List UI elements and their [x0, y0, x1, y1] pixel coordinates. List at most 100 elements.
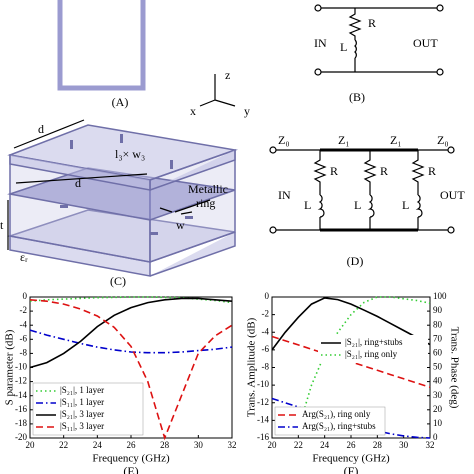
x-axis-label: Frequency (GHz) — [312, 453, 390, 465]
legend-box — [318, 335, 428, 363]
y-tick-label: -2 — [262, 309, 270, 319]
y-tick-label: -8 — [20, 347, 28, 357]
y-axis-label: Trans. Amplitude (dB) — [246, 317, 258, 417]
output-label: OUT — [440, 188, 465, 202]
dimension-label: w — [176, 218, 185, 232]
x-tick-label: 24 — [320, 440, 330, 450]
x-tick-label: 20 — [268, 440, 278, 450]
ring-label: Metallic — [188, 182, 228, 196]
y-tick-label: -16 — [15, 404, 27, 414]
axis-label: y — [244, 104, 250, 118]
y-tick-label: -14 — [15, 390, 27, 400]
y-tick-label: -10 — [257, 379, 269, 389]
axis-label: x — [190, 104, 196, 118]
panel-label: (E) — [123, 464, 138, 474]
legend-label: |S₂₁|, ring only — [345, 349, 398, 359]
inductor-label: L — [304, 198, 311, 212]
impedance-label: Z₁ — [338, 133, 350, 147]
y2-axis-label: Trans. Phase (deg) — [448, 327, 460, 409]
x-tick-label: 32 — [228, 440, 237, 450]
y-tick-label: -4 — [20, 319, 28, 329]
y-tick-label: -6 — [262, 344, 270, 354]
y-tick-label: -14 — [257, 414, 269, 424]
x-tick-label: 28 — [373, 440, 383, 450]
y-tick-label: -2 — [20, 305, 28, 315]
input-label: IN — [278, 188, 291, 202]
x-tick-label: 26 — [347, 440, 357, 450]
legend-label: Arg(S₂₁), ring+stubs — [302, 421, 376, 431]
series-line — [29, 299, 233, 441]
x-axis-label: Frequency (GHz) — [92, 453, 170, 465]
y-tick-label: -10 — [15, 362, 27, 372]
x-tick-label: 24 — [93, 440, 103, 450]
series-line — [29, 329, 233, 354]
x-tick-label: 26 — [127, 440, 137, 450]
legend-label: |S₁₁|, 3 layer — [60, 421, 104, 431]
resistor-label: R — [380, 164, 388, 178]
axis-label: z — [225, 68, 230, 82]
impedance-label: Z₁ — [390, 133, 402, 147]
circuit-b — [314, 4, 444, 76]
legend-label: |S₂₁|, ring+stubs — [345, 337, 403, 347]
y2-tick-label: 60 — [433, 347, 443, 357]
y2-tick-label: 90 — [433, 305, 443, 315]
legend-label: |S₁₁|, 1 layer — [60, 397, 104, 407]
x-tick-label: 20 — [26, 440, 36, 450]
x-tick-label: 32 — [426, 440, 435, 450]
y-tick-label: -8 — [262, 362, 270, 372]
y-tick-label: 0 — [23, 291, 28, 301]
series-line — [297, 296, 431, 430]
y-tick-label: -20 — [15, 432, 27, 442]
panel-label: (B) — [349, 90, 365, 104]
y-tick-label: -6 — [20, 333, 28, 343]
series-line — [29, 297, 233, 369]
inductor-label: L — [340, 40, 347, 54]
y-tick-label: -12 — [257, 397, 269, 407]
legend-label: Arg(S₂₁), ring only — [302, 409, 371, 419]
ring-outline — [57, 0, 146, 91]
output-label: OUT — [413, 36, 438, 50]
dimension-label: d — [75, 176, 81, 190]
y-axis-label: S parameter (dB) — [4, 329, 16, 405]
dimension-label: εᵣ — [20, 250, 28, 264]
legend-box — [274, 406, 386, 436]
y2-tick-label: 30 — [433, 390, 443, 400]
input-label: IN — [314, 36, 327, 50]
y-tick-label: -12 — [15, 376, 27, 386]
x-tick-label: 22 — [294, 440, 303, 450]
dimension-label: d — [38, 122, 44, 136]
dimension-label: l₃× w₃ — [115, 147, 145, 161]
layered-structure — [7, 74, 238, 277]
impedance-label: Z₀ — [278, 133, 290, 147]
legend-label: |S₂₁|, 1 layer — [60, 385, 104, 395]
dimension-label: t — [0, 218, 4, 232]
panel-label: (A) — [112, 95, 129, 109]
panel-label: (C) — [110, 274, 126, 288]
panel-label: (D) — [347, 254, 364, 268]
y-tick-label: -16 — [257, 432, 269, 442]
resistor-label: R — [330, 164, 338, 178]
y2-tick-label: 50 — [433, 362, 443, 372]
resistor-label: R — [428, 164, 436, 178]
x-tick-label: 30 — [399, 440, 409, 450]
inductor-label: L — [354, 198, 361, 212]
circuit-d — [269, 146, 455, 234]
y2-tick-label: 80 — [433, 319, 443, 329]
y2-tick-label: 0 — [433, 432, 438, 442]
resistor-label: R — [368, 16, 376, 30]
legend-label: |S₂₁|, 3 layer — [60, 409, 104, 419]
inductor-label: L — [402, 198, 409, 212]
y2-tick-label: 20 — [433, 404, 443, 414]
y2-tick-label: 40 — [433, 376, 443, 386]
x-tick-label: 28 — [160, 440, 170, 450]
impedance-label: Z₀ — [437, 133, 449, 147]
ring-label: ring — [196, 196, 215, 210]
series-line — [271, 297, 431, 351]
y-tick-label: -18 — [15, 418, 27, 428]
x-tick-label: 22 — [59, 440, 68, 450]
panel-label: (F) — [344, 464, 359, 474]
y2-tick-label: 100 — [433, 291, 447, 301]
y-tick-label: 0 — [265, 291, 270, 301]
x-tick-label: 30 — [194, 440, 204, 450]
